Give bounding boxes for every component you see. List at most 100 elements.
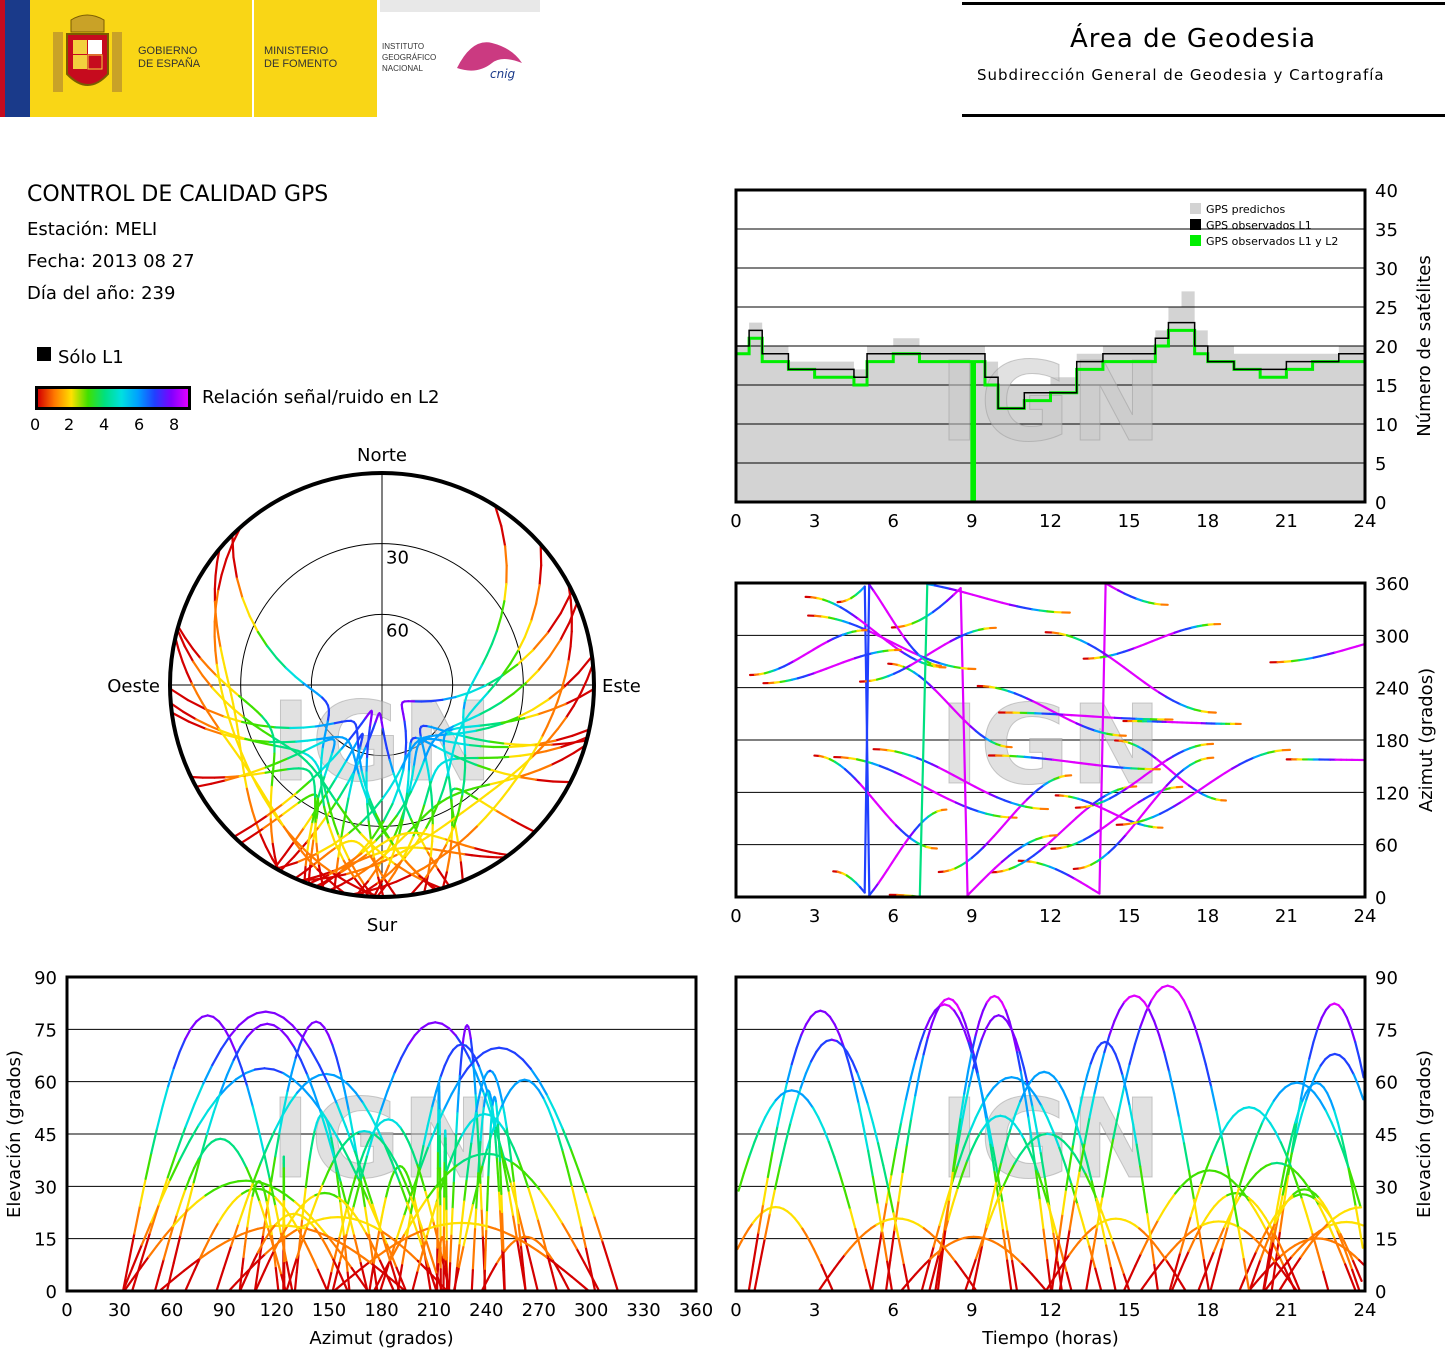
azimuth-track-segment: [890, 617, 898, 627]
y-tick-label: 90: [34, 968, 57, 989]
azimuth-track-segment: [1173, 800, 1183, 808]
elev-az-track-segment: [217, 1213, 225, 1224]
elev-az-track-segment: [383, 1244, 395, 1253]
elev-time-track-segment: [1265, 1246, 1272, 1271]
elev-az-track-segment: [497, 1189, 502, 1211]
skyplot-track-segment: [528, 747, 537, 760]
elev-az-track-segment: [608, 1264, 619, 1293]
elev-time-track-segment: [984, 1020, 992, 1030]
elev-az-track-segment: [420, 1224, 428, 1243]
elev-time-track-segment: [1123, 996, 1131, 1004]
elev-time-track-segment: [816, 1255, 823, 1267]
elev-az-track-segment: [171, 1216, 183, 1228]
elev-time-track-segment: [1333, 1109, 1339, 1124]
elev-az-track-segment: [335, 1102, 347, 1128]
elev-time-track-segment: [990, 1180, 998, 1203]
skyplot-track-segment: [509, 650, 519, 665]
skyplot-track-segment: [470, 798, 481, 808]
azimuth-track-segment: [1150, 686, 1161, 694]
y-tick-label: 15: [1375, 1230, 1398, 1251]
skyplot-track-segment: [450, 799, 454, 815]
elev-time-track-segment: [970, 1034, 977, 1054]
skyplot-track-segment: [523, 713, 539, 720]
azimuth-track-segment: [863, 583, 871, 894]
elev-time-track-segment: [963, 1084, 971, 1108]
elev-az-track-segment: [131, 1260, 143, 1293]
elev-time-track-segment: [1182, 999, 1191, 1014]
elev-time-track-segment: [1204, 1210, 1212, 1220]
elev-time-track-segment: [1052, 1075, 1060, 1084]
azimuth-track-segment: [1326, 651, 1337, 656]
elev-time-track-segment: [1151, 1219, 1160, 1232]
elev-az-track-segment: [503, 1166, 510, 1192]
skyplot-track-segment: [367, 726, 372, 737]
skyplot-track-segment: [242, 716, 255, 726]
skyplot-track-segment: [385, 814, 398, 830]
azimuth-track-segment: [1110, 585, 1120, 592]
elev-az-track-segment: [312, 1091, 322, 1114]
elev-time-track-segment: [1006, 1230, 1014, 1263]
azimuth-track-segment: [1305, 656, 1315, 661]
elev-az-track-segment: [382, 1197, 387, 1209]
elev-az-track-segment: [589, 1267, 597, 1293]
elev-time-track-segment: [1028, 1086, 1037, 1097]
azimuth-track-segment: [901, 752, 912, 757]
elev-az-track-segment: [335, 1056, 342, 1075]
skyplot-track-segment: [474, 726, 490, 733]
elev-az-track-segment: [264, 1246, 274, 1256]
elev-az-track-segment: [282, 1016, 294, 1027]
skyplot-track-segment: [493, 673, 504, 686]
elev-time-track-segment: [1336, 1121, 1343, 1138]
skyplot-track-segment: [392, 772, 400, 789]
skyplot-track-segment: [489, 850, 501, 855]
elev-az-track-segment: [490, 1118, 498, 1136]
skyplot-track-segment: [355, 722, 363, 732]
elev-az-track-segment: [455, 1159, 466, 1167]
skyplot-track-segment: [252, 723, 265, 733]
skyplot-track-segment: [484, 675, 503, 687]
skyplot-track-segment: [383, 736, 388, 750]
skyplot-track-segment: [388, 758, 395, 775]
skyplot-track-segment: [360, 770, 367, 786]
azimuth-track-segment: [1122, 822, 1133, 826]
skyplot-track-segment: [503, 582, 508, 603]
elev-az-track-segment: [187, 1124, 200, 1144]
skyplot-track-segment: [436, 836, 446, 841]
elev-time-track-segment: [1004, 1009, 1011, 1023]
elev-time-track-segment: [1294, 1255, 1303, 1267]
elev-time-track-segment: [1132, 1123, 1138, 1146]
elev-az-track-segment: [206, 1097, 219, 1112]
skyplot-track-segment: [293, 826, 306, 843]
elev-time-track-segment: [989, 1143, 996, 1174]
elev-time-track-segment: [758, 1237, 766, 1266]
elev-az-track-segment: [409, 1252, 420, 1263]
elev-az-track-segment: [259, 1022, 269, 1027]
x-tick-label: 0: [730, 906, 741, 927]
x-tick-label: 21: [1275, 511, 1298, 532]
elev-az-track-segment: [332, 1156, 342, 1184]
skyplot-track-segment: [416, 814, 423, 828]
skyplot-track-segment: [322, 784, 328, 796]
skyplot-track-segment: [351, 749, 356, 759]
elev-time-track-segment: [1255, 1121, 1264, 1138]
elev-az-track-segment: [289, 1224, 300, 1229]
skyplot-track-segment: [223, 735, 231, 746]
azimuth-track-segment: [988, 792, 999, 799]
elev-az-track-segment: [309, 1047, 321, 1067]
azimuth-track-segment: [1116, 589, 1126, 595]
skyplot-track-segment: [534, 736, 543, 750]
skyplot-track-segment: [409, 867, 425, 877]
azimuth-track-segment: [878, 764, 889, 771]
azimuth-track-segment: [1003, 816, 1012, 825]
skyplot-track-segment: [545, 746, 561, 753]
elev-time-track-segment: [1002, 1173, 1011, 1187]
elev-time-track-segment: [985, 1200, 993, 1225]
skyplot-track-segment: [247, 832, 258, 840]
azimuth-track-segment: [1066, 760, 1076, 764]
elev-az-track-segment: [297, 1225, 309, 1230]
skyplot-track-segment: [258, 786, 265, 796]
elev-time-track-segment: [1076, 1127, 1084, 1146]
elev-az-track-segment: [531, 1201, 539, 1221]
elev-az-track-segment: [553, 1209, 563, 1224]
elev-time-track-segment: [1101, 1165, 1109, 1198]
